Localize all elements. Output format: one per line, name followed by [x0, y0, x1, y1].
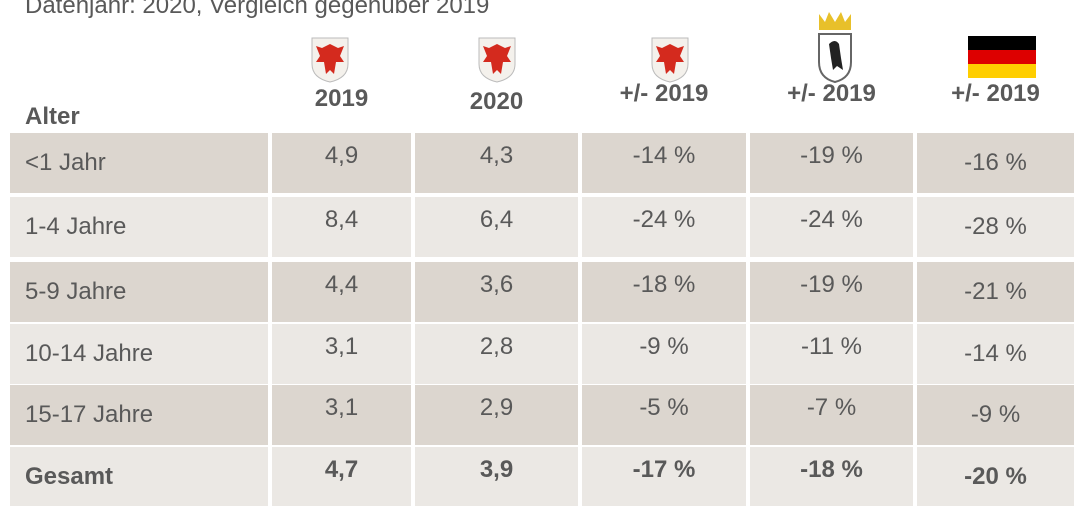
label-cell: 15-17 Jahre	[10, 385, 268, 445]
header-cell: +/- 2019	[619, 80, 709, 107]
value-cell: 2,9	[415, 385, 578, 445]
value-cell: -17 %	[582, 447, 746, 506]
value-cell: -5 %	[582, 385, 746, 445]
label-cell: 10-14 Jahre	[10, 324, 268, 384]
value-cell: -19 %	[750, 262, 913, 322]
header-cell: 2019	[314, 85, 369, 112]
value-cell: -19 %	[750, 133, 913, 193]
label-cell: <1 Jahr	[10, 133, 268, 193]
header-cell: 2020	[469, 88, 524, 115]
brandenburg-arms	[311, 37, 349, 83]
value-cell: -21 %	[917, 262, 1074, 322]
value-cell: 3,1	[272, 385, 411, 445]
value-cell: -11 %	[750, 324, 913, 384]
value-cell: -9 %	[917, 385, 1074, 445]
value-cell: -18 %	[750, 447, 913, 506]
value-cell: 4,9	[272, 133, 411, 193]
brandenburg-arms	[478, 37, 516, 83]
value-cell: 6,4	[415, 197, 578, 257]
value-cell: 3,6	[415, 262, 578, 322]
value-cell: 3,9	[415, 447, 578, 506]
value-cell: 4,3	[415, 133, 578, 193]
berlin-arms	[818, 12, 852, 84]
header-cell: +/- 2019	[787, 80, 876, 107]
header-cell: +/- 2019	[951, 80, 1040, 107]
label-cell: 5-9 Jahre	[10, 262, 268, 322]
brandenburg-arms	[651, 37, 689, 83]
label-cell: Gesamt	[10, 447, 268, 506]
label-cell: 1-4 Jahre	[10, 197, 268, 257]
germany-flag	[968, 36, 1036, 78]
value-cell: -7 %	[750, 385, 913, 445]
value-cell: 3,1	[272, 324, 411, 384]
value-cell: -14 %	[582, 133, 746, 193]
value-cell: -24 %	[582, 197, 746, 257]
subtitle: Datenjahr: 2020, Vergleich gegenüber 201…	[25, 0, 490, 19]
header-cell: Alter	[25, 103, 80, 130]
value-cell: 4,4	[272, 262, 411, 322]
value-cell: -9 %	[582, 324, 746, 384]
value-cell: 4,7	[272, 447, 411, 506]
value-cell: 2,8	[415, 324, 578, 384]
value-cell: -18 %	[582, 262, 746, 322]
value-cell: -14 %	[917, 324, 1074, 384]
value-cell: 8,4	[272, 197, 411, 257]
value-cell: -28 %	[917, 197, 1074, 257]
value-cell: -20 %	[917, 447, 1074, 506]
value-cell: -24 %	[750, 197, 913, 257]
value-cell: -16 %	[917, 133, 1074, 193]
